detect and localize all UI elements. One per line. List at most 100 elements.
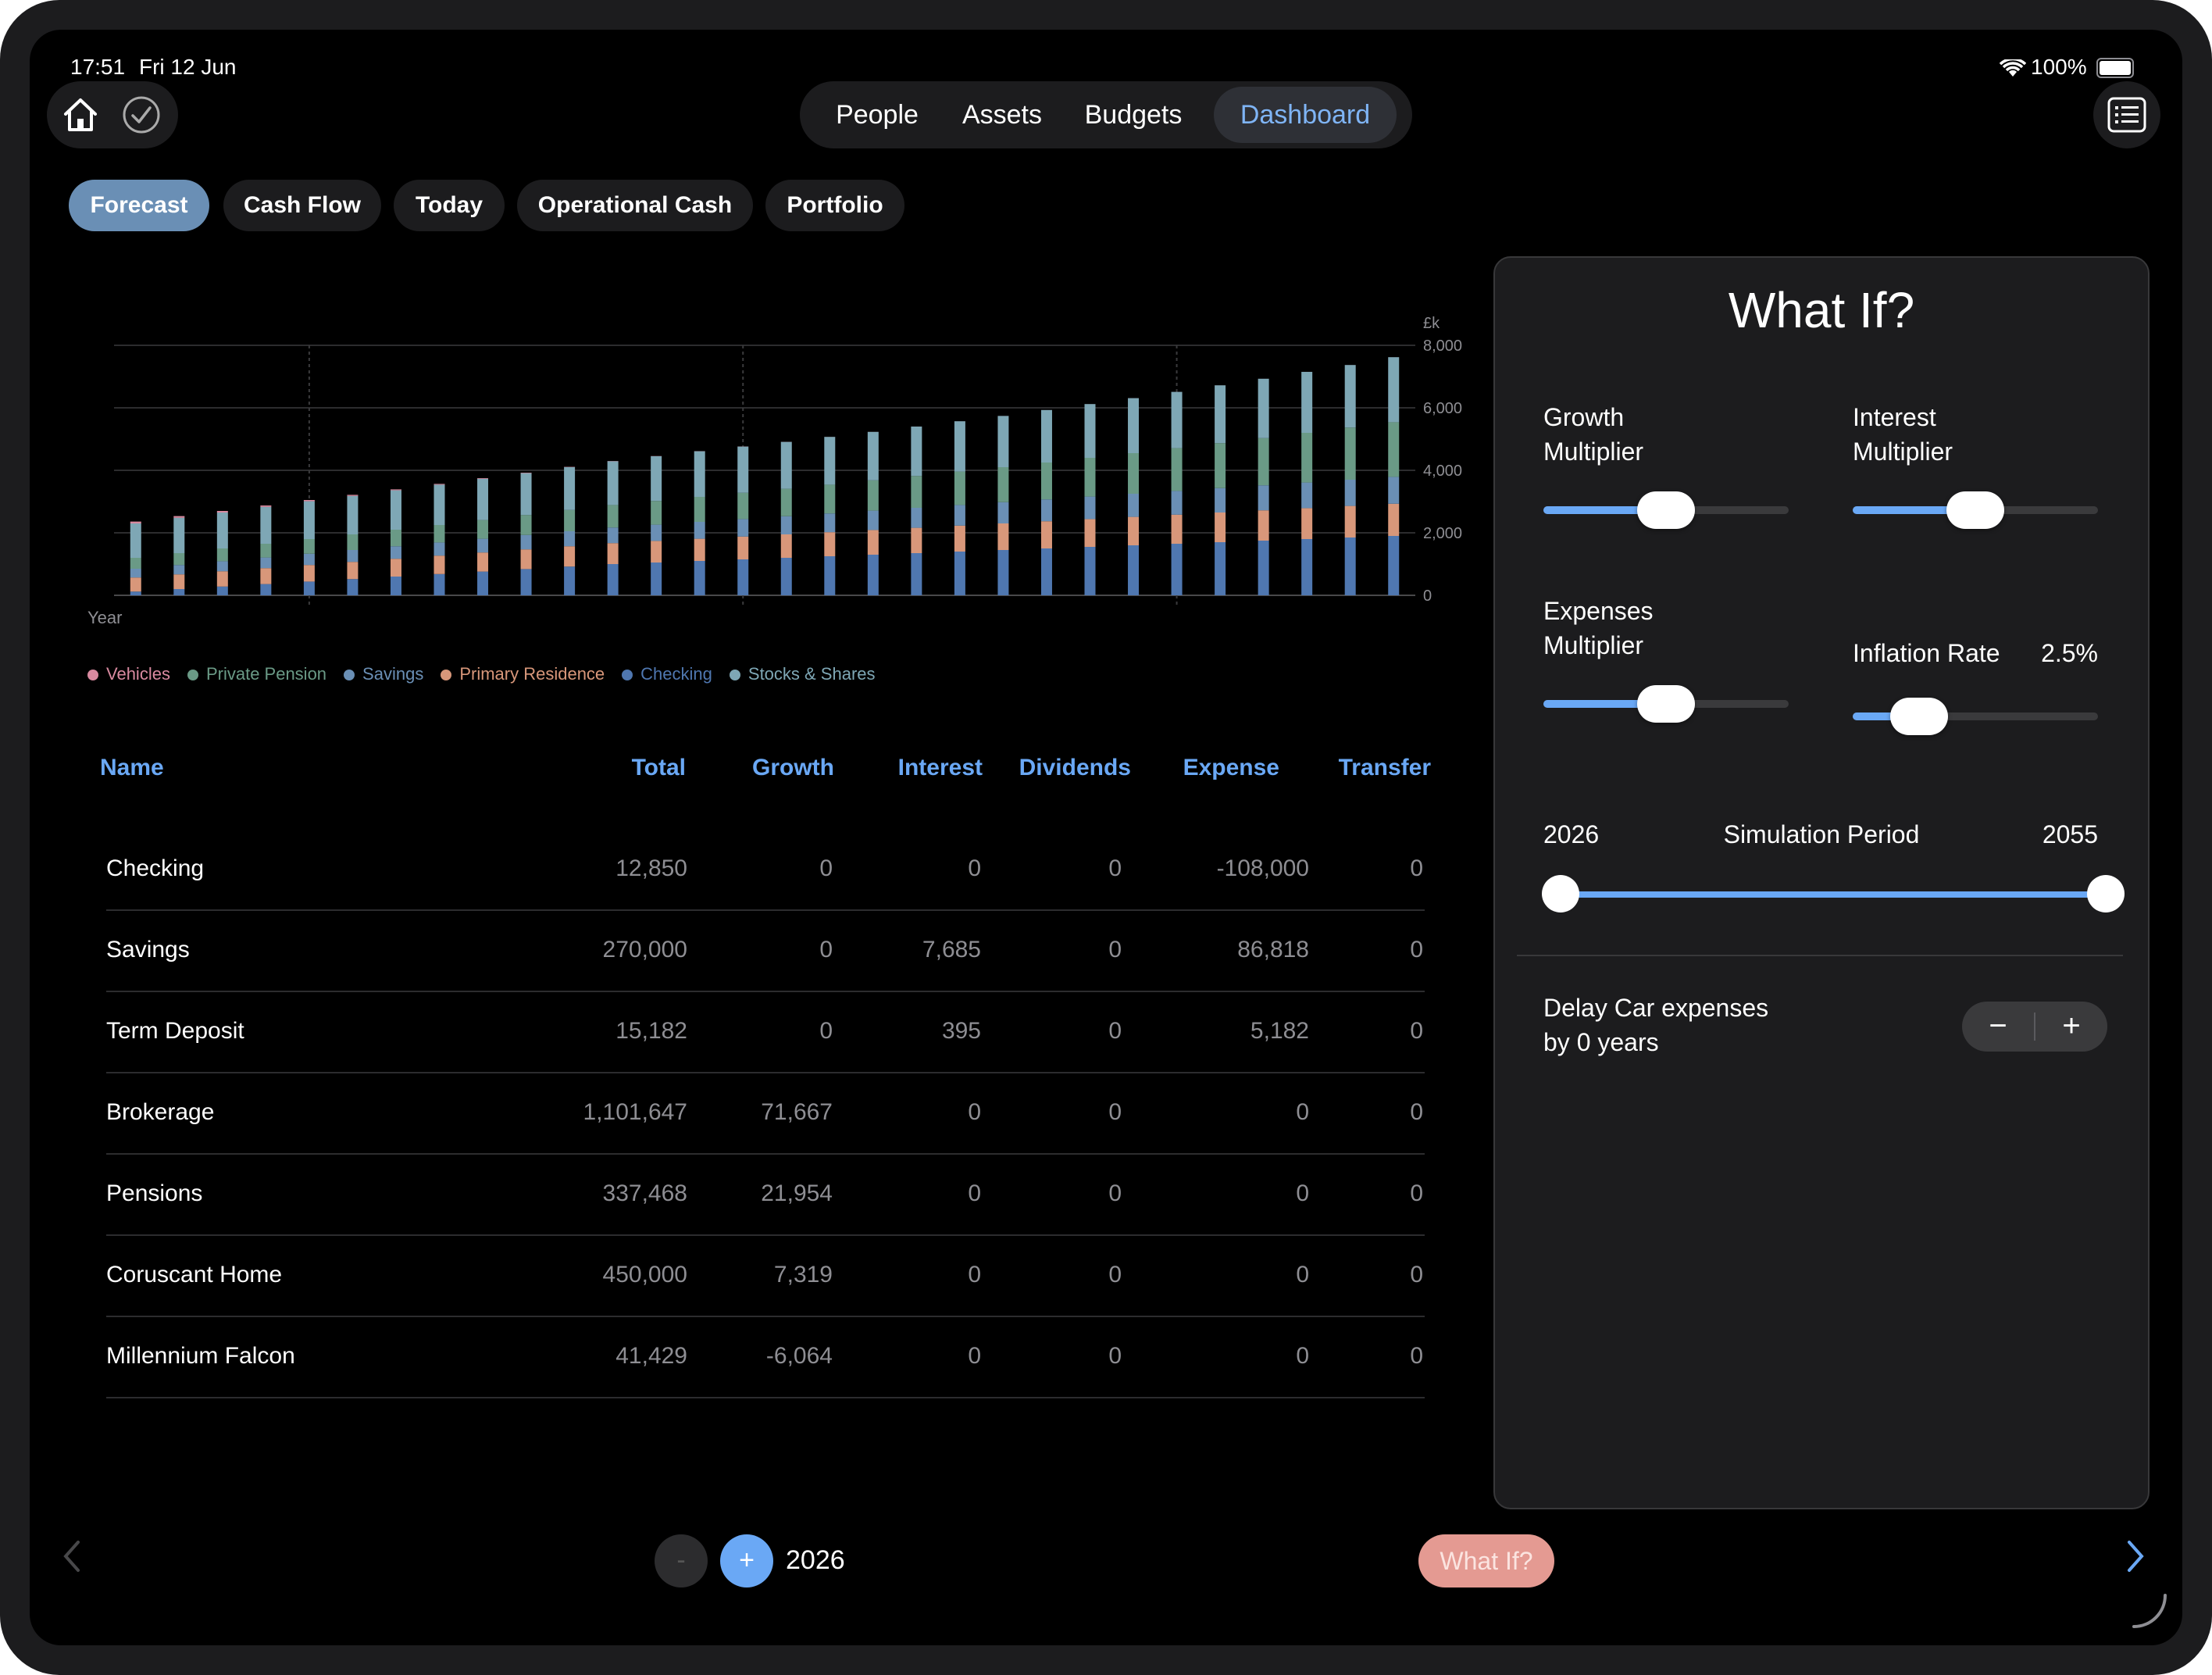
table-row[interactable]: Savings 270,000 0 7,685 0 86,818 0 xyxy=(106,909,1425,992)
bar-segment-vehicles xyxy=(173,516,185,518)
legend-swatch xyxy=(187,670,198,681)
bar-segment-vehicles xyxy=(260,505,272,507)
bar-segment-primary-residence xyxy=(390,559,401,577)
bar-segment-checking xyxy=(780,558,792,595)
chart-x-ticks: 2030 2040 2050 xyxy=(316,605,1218,608)
home-icon[interactable] xyxy=(61,95,100,134)
bar-segment-private-pension xyxy=(824,484,836,514)
inflation-rate-label: Inflation Rate xyxy=(1853,639,2000,667)
cell-interest: 7,685 xyxy=(922,937,981,962)
subtab-forecast[interactable]: Forecast xyxy=(69,180,209,231)
cell-transfer: 0 xyxy=(1410,1180,1423,1206)
what-if-button[interactable]: What If? xyxy=(1418,1534,1554,1588)
table-row[interactable]: Millennium Falcon 41,429 -6,064 0 0 0 0 xyxy=(106,1316,1425,1398)
expenses-multiplier-slider[interactable] xyxy=(1543,685,1789,723)
bar-segment-vehicles xyxy=(216,511,228,512)
bar-segment-primary-residence xyxy=(1128,516,1140,545)
bar-segment-primary-residence xyxy=(694,538,705,561)
table-row[interactable]: Coruscant Home 450,000 7,319 0 0 0 0 xyxy=(106,1234,1425,1317)
bar-segment-checking xyxy=(260,584,272,595)
bar-segment-savings xyxy=(390,546,401,559)
subtab-cash-flow[interactable]: Cash Flow xyxy=(223,180,381,231)
bar-segment-stocks-shares xyxy=(303,501,315,539)
bar-segment-savings xyxy=(1171,491,1183,515)
cell-transfer: 0 xyxy=(1410,1099,1423,1125)
subtab-operational-cash[interactable]: Operational Cash xyxy=(517,180,753,231)
tab-dashboard[interactable]: Dashboard xyxy=(1214,87,1397,143)
bar-segment-stocks-shares xyxy=(477,478,489,520)
table-row[interactable]: Term Deposit 15,182 0 395 0 5,182 0 xyxy=(106,991,1425,1073)
expenses-multiplier-label: Expenses Multiplier xyxy=(1543,597,1654,659)
cell-dividends: 0 xyxy=(1108,1099,1122,1125)
expenses-slider-thumb[interactable] xyxy=(1637,685,1695,723)
cell-growth: 71,667 xyxy=(761,1099,833,1125)
x-tick-label: 2050 xyxy=(1183,605,1218,608)
cell-total: 15,182 xyxy=(615,1018,687,1044)
list-menu-button[interactable] xyxy=(2093,81,2160,148)
interest-multiplier-slider[interactable] xyxy=(1853,491,2098,529)
col-header-growth: Growth xyxy=(752,755,834,780)
table-row[interactable]: Brokerage 1,101,647 71,667 0 0 0 0 xyxy=(106,1072,1425,1155)
table-row[interactable]: Checking 12,850 0 0 0 -108,000 0 xyxy=(106,828,1425,911)
bar-segment-savings xyxy=(260,557,272,569)
bar-segment-stocks-shares xyxy=(1171,391,1183,448)
subtab-portfolio[interactable]: Portfolio xyxy=(765,180,904,231)
legend-label: Primary Residence xyxy=(459,664,605,684)
growth-slider-thumb[interactable] xyxy=(1637,491,1695,529)
interest-multiplier-label: Interest Multiplier xyxy=(1853,403,1953,466)
tab-budgets[interactable]: Budgets xyxy=(1084,100,1183,130)
cell-transfer: 0 xyxy=(1410,1018,1423,1044)
chevron-right-icon[interactable] xyxy=(2126,1539,2145,1573)
bar-segment-savings xyxy=(1344,480,1356,506)
bar-segment-vehicles xyxy=(303,500,315,502)
status-time: 17:51 xyxy=(70,55,126,79)
tab-people[interactable]: People xyxy=(836,100,919,130)
cell-growth: 21,954 xyxy=(761,1180,833,1206)
battery-percent: 100% xyxy=(2031,55,2087,79)
status-date: Fri 12 Jun xyxy=(139,55,237,79)
inflation-rate-slider[interactable] xyxy=(1853,698,2098,735)
list-icon xyxy=(2107,97,2146,133)
simulation-start-thumb[interactable] xyxy=(1542,875,1579,912)
bar-segment-private-pension xyxy=(303,539,315,554)
bar-segment-stocks-shares xyxy=(997,416,1009,467)
year-decrement-button[interactable]: - xyxy=(655,1534,708,1588)
bar-segment-private-pension xyxy=(433,525,445,543)
simulation-period-range-slider[interactable] xyxy=(1561,891,2106,898)
legend-swatch xyxy=(622,670,633,681)
bar-segment-stocks-shares xyxy=(433,484,445,525)
bar-segment-private-pension xyxy=(607,505,619,528)
cell-name: Millennium Falcon xyxy=(106,1343,295,1369)
bar-segment-primary-residence xyxy=(1084,519,1096,547)
cell-dividends: 0 xyxy=(1108,937,1122,962)
bar-segment-primary-residence xyxy=(1040,521,1052,548)
cell-name: Savings xyxy=(106,937,190,962)
inflation-slider-thumb[interactable] xyxy=(1889,698,1948,735)
table-row[interactable]: Pensions 337,468 21,954 0 0 0 0 xyxy=(106,1153,1425,1236)
tab-assets[interactable]: Assets xyxy=(962,100,1043,130)
bar-segment-checking xyxy=(1171,544,1183,595)
checkmark-circle-icon[interactable] xyxy=(122,95,161,134)
bar-segment-savings xyxy=(477,538,489,553)
bar-segment-private-pension xyxy=(216,548,228,562)
year-increment-button[interactable]: + xyxy=(720,1534,773,1588)
cell-transfer: 0 xyxy=(1410,1262,1423,1288)
simulation-end-thumb[interactable] xyxy=(2087,875,2125,912)
bar-segment-checking xyxy=(520,569,532,595)
legend-item: Savings xyxy=(344,664,423,684)
bar-segment-stocks-shares xyxy=(1128,398,1140,453)
growth-multiplier-slider[interactable] xyxy=(1543,491,1789,529)
bar-segment-savings xyxy=(1215,488,1226,512)
legend-label: Private Pension xyxy=(205,664,327,684)
bar-segment-private-pension xyxy=(1258,438,1269,486)
col-header-transfer: Transfer xyxy=(1338,755,1431,780)
interest-slider-thumb[interactable] xyxy=(1946,491,2004,529)
chevron-left-icon[interactable] xyxy=(62,1539,81,1573)
cell-expense: 0 xyxy=(1296,1343,1309,1369)
stepper-minus-button[interactable]: − xyxy=(1989,1009,2007,1043)
cell-name: Checking xyxy=(106,855,205,881)
bar-segment-stocks-shares xyxy=(1301,372,1313,433)
subtab-today[interactable]: Today xyxy=(394,180,505,231)
chart-bars xyxy=(130,357,1400,595)
stepper-plus-button[interactable]: + xyxy=(2062,1009,2081,1043)
